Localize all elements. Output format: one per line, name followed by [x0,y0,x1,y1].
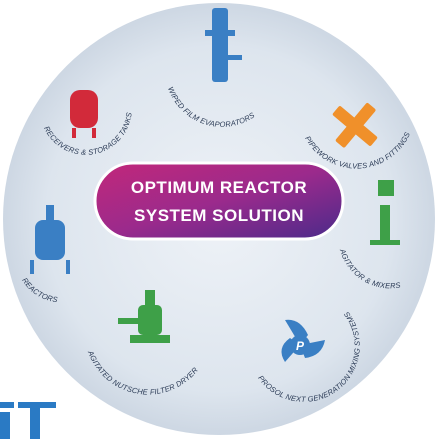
diagram: P OPTIMUM REACTOR SYSTEM SOLUTION WIPED … [0,0,439,439]
logo [0,402,56,439]
center-title: OPTIMUM REACTOR [131,178,307,197]
center-title: SYSTEM SOLUTION [134,206,304,225]
svg-text:P: P [296,339,305,353]
center-pill [95,163,343,239]
